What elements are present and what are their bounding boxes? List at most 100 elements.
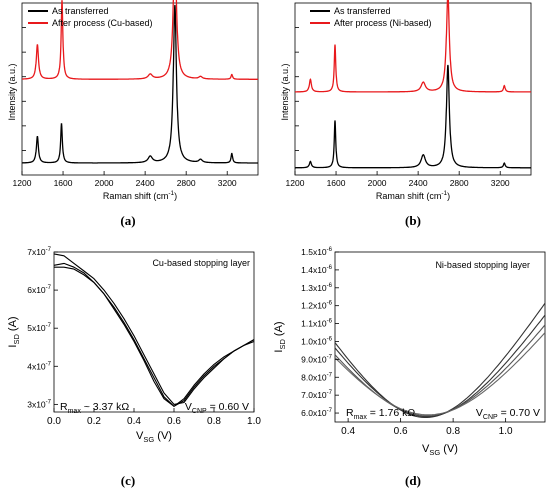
- y-tick-label-d: 1.1x10-6: [301, 319, 333, 329]
- annotation-d: Ni-based stopping layer: [435, 260, 530, 270]
- transfer-curves-c: [53, 253, 255, 407]
- series-line-c-1: [53, 253, 255, 405]
- x-axis-label-c: VSG (V): [136, 430, 172, 444]
- panel-b: 1200 1600 2000 2400 2800 3200 As transferred …: [280, 0, 532, 228]
- y-axis-label-a: Intensity (a.u.): [7, 63, 17, 120]
- y-ticks-a: [22, 27, 26, 151]
- x-tick-label-d: 0.6: [394, 426, 408, 437]
- series-line-d-3: [334, 332, 546, 416]
- x-axis-label-d-end: (V): [440, 443, 458, 455]
- y-tick-label-d: 1.0x10-6: [301, 336, 333, 346]
- x-tick-label-a: 1200: [13, 178, 32, 188]
- vcnp-label-d-value: = 0.70 V: [498, 407, 540, 419]
- x-tick-label-c: 0.4: [127, 416, 141, 427]
- y-axis-label-d: ISD (A): [273, 321, 287, 352]
- x-axis-label-d-sub: SG: [429, 448, 440, 457]
- panel-d: 0.4 0.6 0.8 1.0 6.0x10-7 7.0x10-7 8.0x10-7 9.0…: [273, 247, 546, 488]
- vcnp-label-d-v: V: [476, 407, 483, 419]
- x-axis-label-a: Raman shift (cm-1): [103, 190, 177, 201]
- legend-label-after-process-b: After process (Ni-based): [334, 18, 432, 28]
- y-axis-label-c-i: I: [7, 345, 19, 348]
- y-tick-label-c: 6x10-7: [27, 285, 51, 295]
- y-tick-label-d: 8.0x10-7: [301, 372, 333, 382]
- x-axis-label-c-v: V: [136, 430, 144, 442]
- x-axis-label-a-main: Raman shift (cm: [103, 191, 169, 201]
- y-axis-label-c-sub: SD: [12, 334, 21, 345]
- y-ticks-d: 6.0x10-7 7.0x10-7 8.0x10-7 9.0x10-7 1.0x10-6…: [301, 247, 339, 418]
- x-tick-label-a: 3200: [218, 178, 237, 188]
- y-axis-label-d-i: I: [273, 350, 285, 353]
- series-line-a-0: [22, 4, 258, 164]
- raman-curves-b: [295, 0, 531, 169]
- x-ticks-c: 0.0 0.2 0.4 0.6 0.8 1.0: [47, 408, 261, 427]
- vcnp-label-c: VCNP = 0.60 V: [185, 401, 249, 415]
- y-tick-label-d: 1.3x10-6: [301, 283, 333, 293]
- series-line-a-1: [22, 0, 258, 80]
- vcnp-label-c-v: V: [185, 401, 192, 413]
- rmax-label-d-value: = 1.76 kΩ: [367, 407, 416, 419]
- vcnp-label-c-sub: CNP: [192, 408, 207, 415]
- y-axis-label-b: Intensity (a.u.): [280, 63, 290, 120]
- x-tick-label-d: 0.4: [341, 426, 355, 437]
- x-ticks-a: 1200 1600 2000 2400 2800 3200: [13, 171, 237, 188]
- legend-a: As transferred After process (Cu-based): [28, 6, 153, 28]
- plot-frame-c: [53, 251, 255, 413]
- y-tick-label-d: 1.4x10-6: [301, 265, 333, 275]
- y-tick-label-d: 7.0x10-7: [301, 390, 333, 400]
- x-axis-label-b-main: Raman shift (cm: [376, 191, 442, 201]
- series-line-c-2: [54, 266, 255, 407]
- x-axis-label-b: Raman shift (cm-1): [376, 190, 450, 201]
- x-axis-label-c-end: (V): [154, 430, 172, 442]
- y-axis-label-d-end: (A): [273, 321, 285, 339]
- x-axis-label-c-sub: SG: [143, 435, 154, 444]
- x-ticks-d: 0.4 0.6 0.8 1.0: [341, 418, 513, 437]
- x-tick-label-c: 0.0: [47, 416, 61, 427]
- x-tick-label-c: 0.2: [87, 416, 101, 427]
- y-tick-label-d: 1.2x10-6: [301, 301, 333, 311]
- x-tick-label-d: 0.8: [446, 426, 460, 437]
- x-axis-label-b-end: ): [447, 191, 450, 201]
- panel-label-c: (c): [121, 473, 135, 488]
- rmax-label-c: Rmax ~ 3.37 kΩ: [60, 401, 129, 415]
- vcnp-label-d: VCNP = 0.70 V: [476, 407, 540, 421]
- legend-b: As transferred After process (Ni-based): [310, 6, 432, 28]
- y-ticks-b: [295, 27, 299, 151]
- panel-a: 1200 1600 2000 2400 2800 3200 As transferred …: [7, 0, 259, 228]
- rmax-label-d: Rmax = 1.76 kΩ: [346, 407, 415, 421]
- rmax-label-c-r: R: [60, 401, 68, 413]
- y-axis-label-c: ISD (A): [7, 316, 21, 347]
- legend-label-after-process-a: After process (Cu-based): [52, 18, 153, 28]
- y-ticks-c: 3x10-7 4x10-7 5x10-7 6x10-7 7x10-7: [27, 247, 58, 409]
- y-tick-label-c: 4x10-7: [27, 361, 51, 371]
- x-tick-label-c: 1.0: [247, 416, 261, 427]
- series-line-d-1: [334, 324, 546, 417]
- panel-c: 0.0 0.2 0.4 0.6 0.8 1.0 3x10-7 4x10-7 5x10-7 6x1…: [7, 247, 261, 488]
- x-tick-label-b: 1200: [286, 178, 305, 188]
- rmax-label-c-value: ~ 3.37 kΩ: [81, 401, 130, 413]
- vcnp-label-d-sub: CNP: [483, 414, 498, 421]
- legend-label-as-transferred-b: As transferred: [334, 6, 391, 16]
- x-tick-label-a: 2800: [177, 178, 196, 188]
- x-tick-label-b: 2800: [450, 178, 469, 188]
- plot-frame-a: [21, 2, 259, 176]
- legend-label-as-transferred-a: As transferred: [52, 6, 109, 16]
- x-axis-label-a-end: ): [174, 191, 177, 201]
- plot-frame-d: [334, 251, 546, 423]
- x-tick-label-b: 1600: [327, 178, 346, 188]
- x-tick-label-b: 2000: [368, 178, 387, 188]
- y-axis-label-d-sub: SD: [278, 339, 287, 350]
- raman-curves-a: [22, 0, 258, 164]
- x-axis-label-d: VSG (V): [422, 443, 458, 457]
- x-axis-label-b-sup: -1: [441, 190, 447, 197]
- x-tick-label-b: 2400: [409, 178, 428, 188]
- y-tick-label-d: 6.0x10-7: [301, 408, 333, 418]
- panel-label-b: (b): [405, 213, 421, 228]
- series-line-b-1: [295, 0, 531, 93]
- series-line-b-0: [295, 64, 531, 169]
- y-tick-label-c: 3x10-7: [27, 399, 51, 409]
- y-tick-label-d: 9.0x10-7: [301, 354, 333, 364]
- panel-label-d: (d): [405, 473, 421, 488]
- panel-label-a: (a): [120, 213, 135, 228]
- transfer-curves-d: [334, 302, 546, 419]
- series-line-c-0: [53, 262, 255, 407]
